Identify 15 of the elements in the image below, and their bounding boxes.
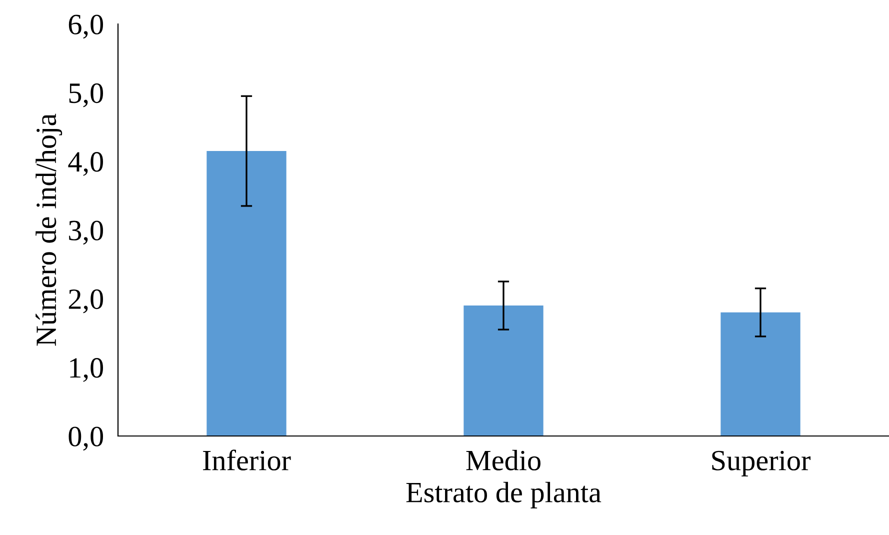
- y-tick-label: 6,0: [68, 14, 103, 39]
- y-tick-label: 4,0: [68, 152, 103, 176]
- y-axis-title: Número de ind/hoja: [36, 114, 62, 346]
- x-tick-label: Inferior: [203, 450, 291, 470]
- y-tick-label: 2,0: [68, 289, 103, 314]
- x-axis-title: Estrato de planta: [406, 482, 602, 508]
- x-tick-label: Medio: [466, 450, 540, 470]
- y-tick-label: 1,0: [70, 358, 103, 382]
- bar: [206, 151, 286, 436]
- y-tick-label: 0,0: [68, 426, 103, 451]
- x-tick-label: Superior: [712, 450, 810, 476]
- y-tick-label: 3,0: [69, 220, 103, 245]
- bar: [464, 306, 544, 436]
- y-tick-label: 5,0: [69, 83, 103, 108]
- bar: [720, 312, 800, 436]
